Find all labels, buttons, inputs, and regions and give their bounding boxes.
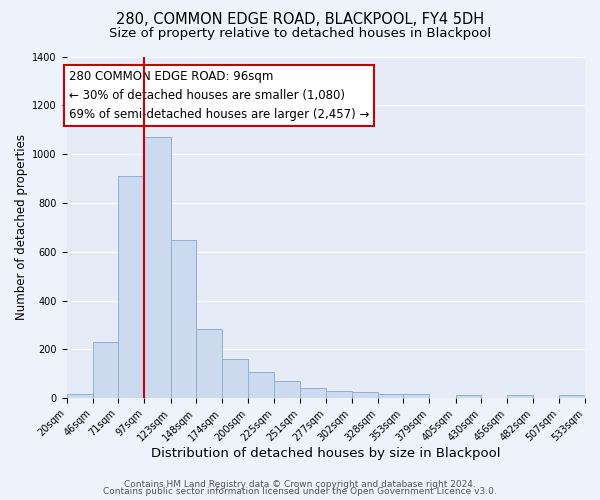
Y-axis label: Number of detached properties: Number of detached properties [15, 134, 28, 320]
Text: Contains HM Land Registry data © Crown copyright and database right 2024.: Contains HM Land Registry data © Crown c… [124, 480, 476, 489]
Bar [559, 395, 585, 398]
Text: 280, COMMON EDGE ROAD, BLACKPOOL, FY4 5DH: 280, COMMON EDGE ROAD, BLACKPOOL, FY4 5D… [116, 12, 484, 28]
Bar [170, 240, 196, 398]
Bar [93, 342, 118, 398]
Bar [67, 394, 93, 398]
Bar [196, 328, 222, 398]
Bar [248, 372, 274, 398]
Bar [403, 394, 430, 398]
Bar [455, 395, 481, 398]
X-axis label: Distribution of detached houses by size in Blackpool: Distribution of detached houses by size … [151, 447, 500, 460]
Bar [300, 388, 326, 398]
Bar [326, 392, 352, 398]
Bar [378, 394, 403, 398]
Bar [352, 392, 378, 398]
Text: Size of property relative to detached houses in Blackpool: Size of property relative to detached ho… [109, 28, 491, 40]
Bar [507, 395, 533, 398]
Bar [145, 137, 170, 398]
Bar [222, 359, 248, 398]
Bar [118, 176, 145, 398]
Text: 280 COMMON EDGE ROAD: 96sqm
← 30% of detached houses are smaller (1,080)
69% of : 280 COMMON EDGE ROAD: 96sqm ← 30% of det… [68, 70, 369, 121]
Text: Contains public sector information licensed under the Open Government Licence v3: Contains public sector information licen… [103, 487, 497, 496]
Bar [274, 381, 300, 398]
